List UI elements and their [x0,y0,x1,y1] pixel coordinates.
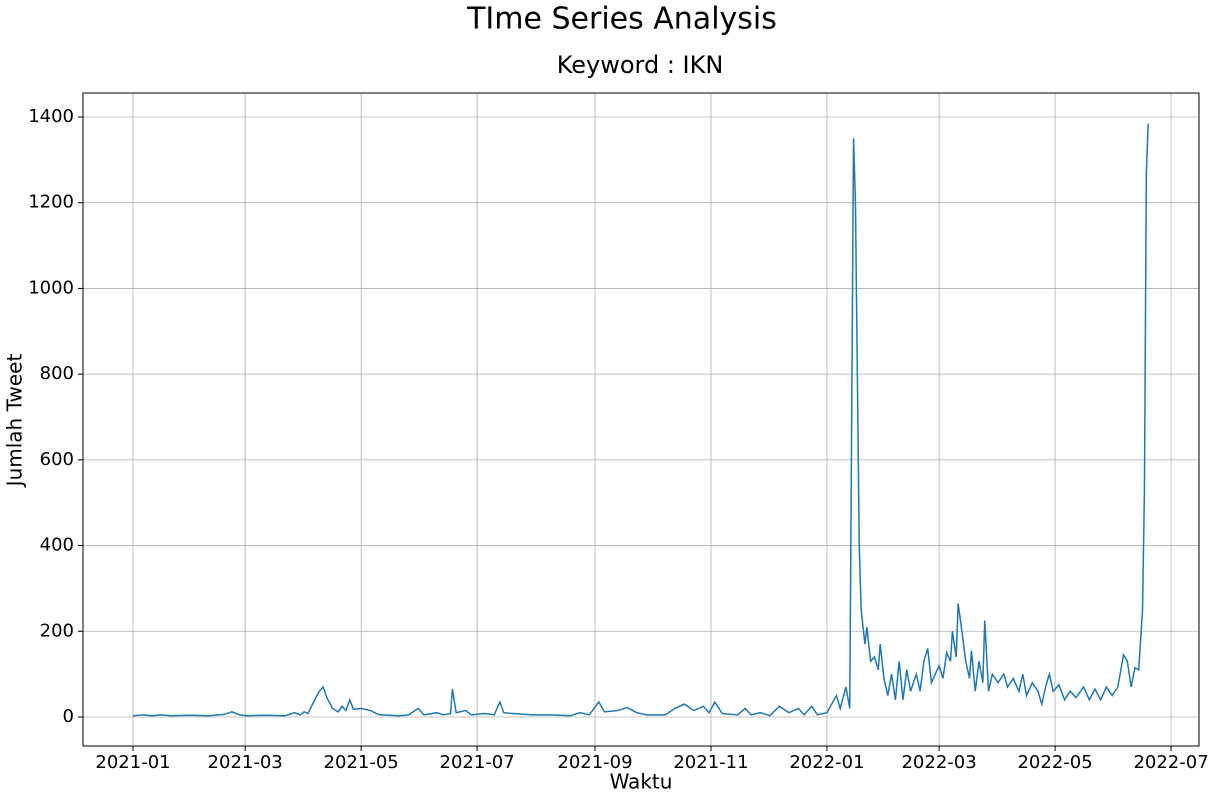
x-tick-label: 2021-11 [673,752,748,773]
y-tick-label: 1000 [28,277,74,298]
chart-subtitle: Keyword : IKN [557,51,724,79]
y-tick-label: 800 [40,363,74,384]
y-tick-label: 1400 [28,106,74,127]
data-line [132,123,1149,717]
x-axis-label: Waktu [610,770,673,794]
x-tick-label: 2021-01 [95,752,170,773]
plot-frame [82,92,1200,747]
x-tick-label: 2021-07 [440,752,515,773]
x-tick-label: 2022-01 [789,752,864,773]
y-tick-label: 400 [40,535,74,556]
x-tick-label: 2021-09 [557,752,632,773]
y-tick-label: 0 [63,706,74,727]
x-tick-label: 2022-03 [901,752,976,773]
x-tick-label: 2022-07 [1133,752,1208,773]
y-tick-label: 200 [40,620,74,641]
y-tick-label: 1200 [28,192,74,213]
x-tick-label: 2022-05 [1017,752,1092,773]
y-axis-label: Jumlah Tweet [3,354,27,489]
y-tick-label: 600 [40,449,74,470]
x-tick-label: 2021-03 [208,752,283,773]
chart-title: TIme Series Analysis [466,2,777,37]
x-tick-label: 2021-05 [324,752,399,773]
